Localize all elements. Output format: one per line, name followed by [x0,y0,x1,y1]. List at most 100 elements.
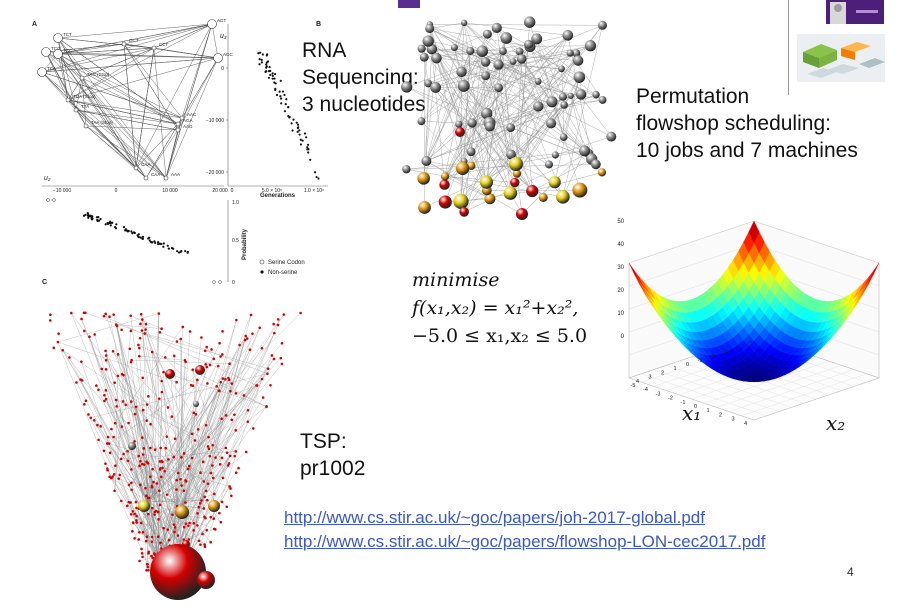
tsp-edge [57,341,112,479]
tsp-node [175,340,179,343]
flowshop-edge [498,53,577,88]
tsp-node [84,399,88,403]
codon-edge [67,23,213,101]
tsp-node [234,471,238,475]
tsp-node [176,534,180,537]
tsp-node [219,380,223,384]
codon-edge [57,37,179,125]
flowshop-node [476,45,489,57]
tsp-node [229,389,232,393]
codon-edge [57,37,137,169]
tsp-node [104,349,107,353]
generation-point [257,52,260,55]
tsp-node [233,454,237,458]
x-tick-label: 0 [231,188,234,194]
generation-point [317,177,320,180]
tsp-node [299,311,302,315]
grid-line [716,365,842,408]
tsp-node [226,464,230,467]
tsp-node [100,367,104,371]
codon-edge [57,53,69,101]
grid-line [653,369,780,412]
flowshop-node [459,207,469,217]
tsp-node [104,397,108,401]
x1-tick-label: -2 [710,354,715,360]
tsp-node [104,354,108,357]
tsp-node [205,365,209,369]
flowshop-node [467,118,477,128]
tsp-node [209,471,213,475]
probability-point [166,244,169,247]
codon-node [37,67,47,77]
flowshop-edge [426,160,491,199]
tsp-node [104,368,108,371]
tsp-edge [181,440,196,507]
tsp-node [97,388,100,392]
x1-tick-label: -4 [735,345,740,351]
tsp-node [165,435,169,438]
tsp-node [227,376,230,380]
probability-point [114,227,118,230]
flowshop-node [439,179,450,190]
tsp-node [138,354,141,358]
tsp-node [102,314,106,318]
generation-point [283,110,287,113]
grid-line [741,373,867,417]
x1-tick-label: 3 [648,375,651,381]
tsp-edge [96,385,149,503]
tsp-node [141,436,144,439]
flowshop-edge [459,51,520,133]
tsp-edge [220,319,237,383]
flowshop-edge [554,77,580,183]
surface-patch [748,220,760,244]
tsp-node [120,425,124,428]
codon-edge [57,53,219,59]
codon-edge [45,51,69,101]
tsp-edge [134,412,194,539]
tsp-edge [151,354,223,486]
flowshop-node [422,35,434,47]
tsp-edge [69,357,173,569]
probability-point [154,241,157,244]
tsp-node [61,348,65,352]
tsp-node [224,414,228,417]
tsp-node [140,547,143,551]
flowshop-edge [460,35,569,202]
tsp-edge [71,312,149,503]
tsp-node [208,363,212,367]
tsp-node [141,530,145,534]
codon-edge [57,37,167,179]
tsp-node [266,367,270,370]
paper-link-flowshop[interactable]: http://www.cs.stir.ac.uk/~goc/papers/flo… [284,532,766,551]
z-ticks: 50 40 30 20 10 0 [617,219,624,340]
tsp-node [147,395,150,398]
tsp-node [207,435,210,439]
x-tick-label: 5.0 × 10⁵ [262,188,282,194]
tsp-node [228,362,231,366]
tsp-node [70,311,73,315]
probability-point [87,216,90,219]
generation-point [305,136,308,139]
flowshop-edge [529,45,591,47]
tsp-node [209,540,212,544]
flowshop-edge [461,22,465,72]
tsp-edge [145,329,205,509]
flowshop-node [551,151,559,159]
tsp-node [153,510,157,514]
codon-edge [67,47,155,101]
x-tick-label: 10 000 [162,188,178,194]
tsp-node [139,459,142,463]
tsp-node [146,496,150,500]
tsp-node [139,521,143,525]
tsp-node [122,452,125,456]
codon-edge [177,23,213,131]
generation-point [298,129,301,132]
paper-link-global[interactable]: http://www.cs.stir.ac.uk/~goc/papers/joh… [284,508,705,527]
codon-label: TAA (Stop) [91,120,113,125]
tsp-node [130,481,133,485]
tsp-node [117,477,121,480]
probability-point [170,246,174,250]
generation-point [260,58,263,61]
tsp-node [258,326,262,330]
tsp-node [84,311,87,315]
